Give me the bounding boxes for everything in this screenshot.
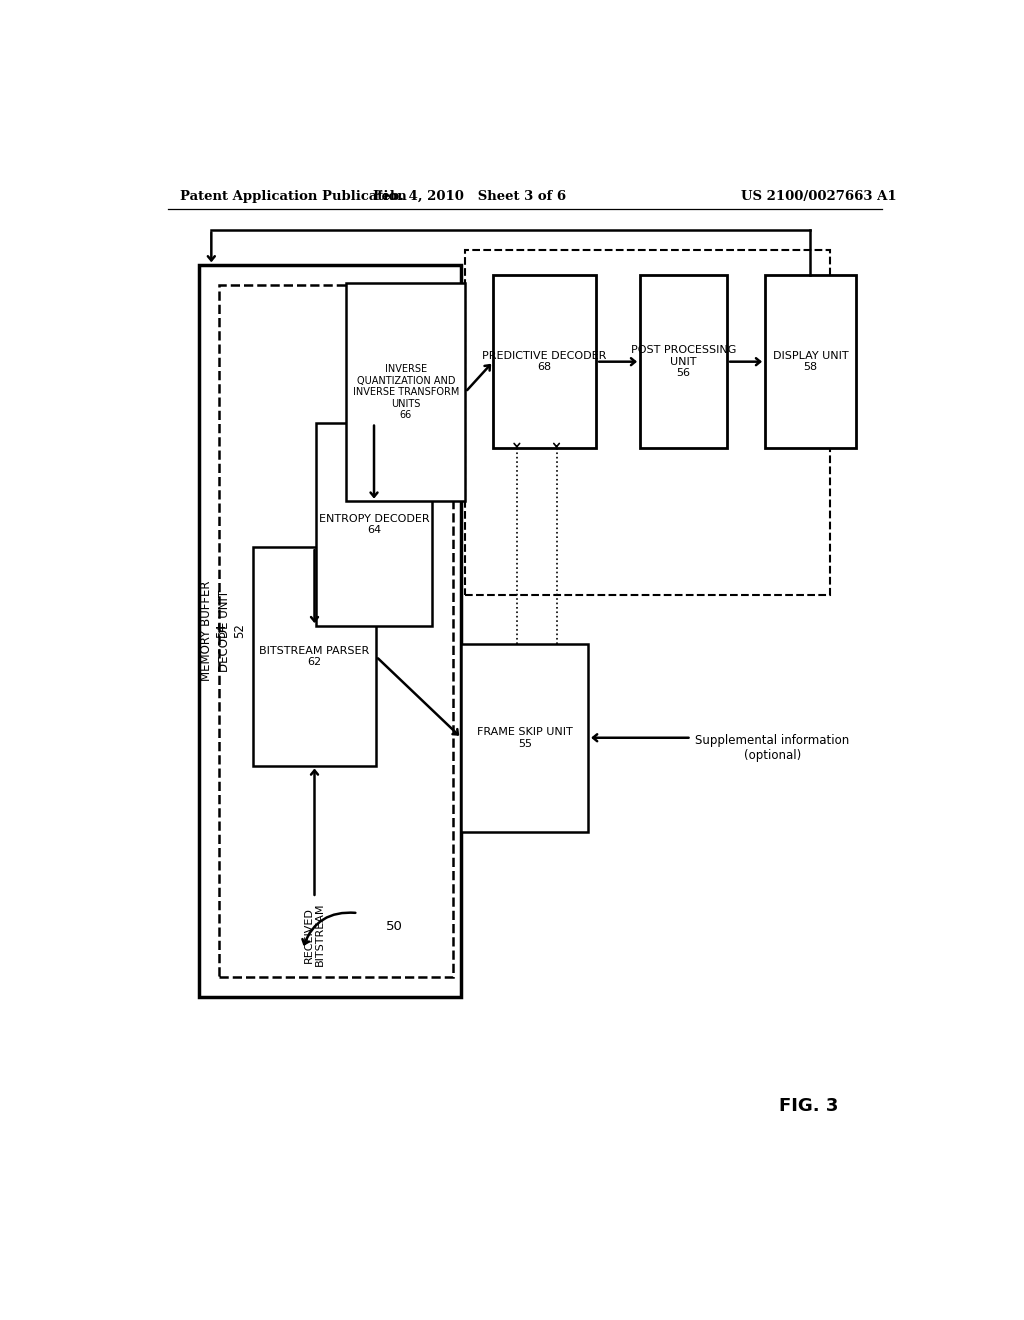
Text: RECEIVED
BITSTREAM: RECEIVED BITSTREAM xyxy=(304,903,326,966)
Text: Supplemental information
(optional): Supplemental information (optional) xyxy=(695,734,850,762)
FancyBboxPatch shape xyxy=(200,265,462,997)
Text: DISPLAY UNIT
58: DISPLAY UNIT 58 xyxy=(773,351,848,372)
Text: Patent Application Publication: Patent Application Publication xyxy=(179,190,407,202)
FancyBboxPatch shape xyxy=(494,276,596,447)
Text: POST PROCESSING
UNIT
56: POST PROCESSING UNIT 56 xyxy=(631,345,736,379)
Text: Feb. 4, 2010   Sheet 3 of 6: Feb. 4, 2010 Sheet 3 of 6 xyxy=(373,190,566,202)
Text: US 2100/0027663 A1: US 2100/0027663 A1 xyxy=(740,190,896,202)
FancyBboxPatch shape xyxy=(640,276,727,447)
FancyBboxPatch shape xyxy=(316,422,431,626)
FancyBboxPatch shape xyxy=(219,285,454,977)
Text: MEMORY BUFFER
54: MEMORY BUFFER 54 xyxy=(200,581,227,681)
Text: FIG. 3: FIG. 3 xyxy=(778,1097,838,1114)
Text: BITSTREAM PARSER
62: BITSTREAM PARSER 62 xyxy=(259,645,370,667)
FancyBboxPatch shape xyxy=(461,644,588,832)
FancyBboxPatch shape xyxy=(765,276,856,447)
Text: INVERSE
QUANTIZATION AND
INVERSE TRANSFORM
UNITS
66: INVERSE QUANTIZATION AND INVERSE TRANSFO… xyxy=(352,364,459,420)
FancyBboxPatch shape xyxy=(253,548,376,766)
Text: DECODE UNIT
52: DECODE UNIT 52 xyxy=(218,590,246,672)
FancyBboxPatch shape xyxy=(346,282,465,502)
Text: 50: 50 xyxy=(386,920,402,933)
Text: ENTROPY DECODER
64: ENTROPY DECODER 64 xyxy=(318,513,429,535)
Text: PREDICTIVE DECODER
68: PREDICTIVE DECODER 68 xyxy=(482,351,607,372)
Text: FRAME SKIP UNIT
55: FRAME SKIP UNIT 55 xyxy=(477,727,572,748)
